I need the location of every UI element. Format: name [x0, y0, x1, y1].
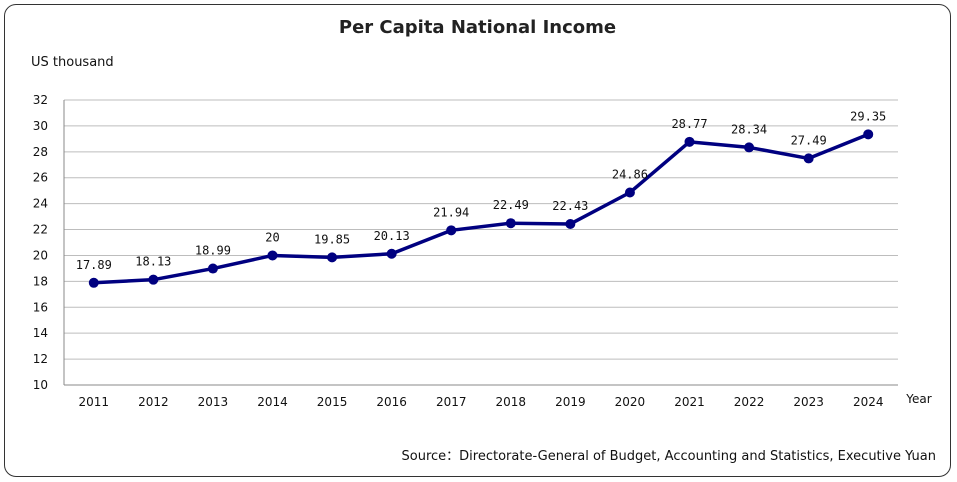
x-tick-label: 2024	[853, 395, 884, 409]
data-point	[803, 153, 814, 164]
data-label: 28.34	[731, 122, 767, 136]
y-tick-label: 16	[33, 300, 48, 314]
data-label: 27.49	[791, 133, 827, 147]
data-point	[446, 225, 457, 236]
x-tick-label: 2023	[793, 395, 824, 409]
y-tick-label: 22	[33, 223, 48, 237]
data-label: 20	[265, 230, 279, 244]
x-tick-label: 2013	[198, 395, 229, 409]
data-point	[267, 250, 278, 261]
y-tick-label: 12	[33, 352, 48, 366]
data-label: 19.85	[314, 232, 350, 246]
source-note: Source：Directorate-General of Budget, Ac…	[401, 449, 936, 464]
data-point	[88, 277, 99, 288]
y-axis-label: US thousand	[31, 55, 114, 70]
data-point	[863, 129, 874, 140]
x-tick-label: 2022	[734, 395, 765, 409]
data-point	[505, 218, 516, 229]
data-point	[565, 218, 576, 229]
y-tick-label: 24	[33, 197, 48, 211]
chart-frame: Per Capita National Income US thousand S…	[4, 4, 951, 477]
data-label: 28.77	[671, 117, 707, 131]
x-tick-label: 2012	[138, 395, 169, 409]
y-tick-label: 20	[33, 248, 48, 262]
data-label: 21.94	[433, 205, 469, 219]
x-tick-label: 2020	[615, 395, 646, 409]
x-tick-label: 2016	[376, 395, 407, 409]
y-tick-label: 26	[33, 171, 48, 185]
y-tick-label: 18	[33, 274, 48, 288]
chart-title: Per Capita National Income	[338, 17, 617, 38]
data-point	[327, 252, 338, 263]
data-label: 24.86	[612, 167, 648, 181]
y-tick-label: 10	[33, 378, 48, 392]
x-tick-label: 2014	[257, 395, 288, 409]
y-tick-label: 14	[33, 326, 48, 340]
data-point	[744, 142, 755, 153]
x-tick-label: 2011	[79, 395, 110, 409]
x-tick-label: 2019	[555, 395, 586, 409]
x-axis-label: Year	[905, 392, 931, 406]
data-point	[684, 136, 695, 147]
data-label: 22.49	[493, 198, 529, 212]
data-point	[207, 263, 218, 274]
data-label: 17.89	[76, 258, 112, 272]
series-line	[93, 132, 869, 285]
data-label: 29.35	[850, 109, 886, 123]
data-label: 20.13	[374, 229, 410, 243]
data-label: 18.99	[195, 244, 231, 258]
data-label: 22.43	[552, 199, 588, 213]
data-point	[624, 187, 635, 198]
x-tick-label: 2021	[674, 395, 705, 409]
y-tick-label: 30	[33, 119, 48, 133]
y-tick-label: 32	[33, 93, 48, 107]
data-point	[386, 248, 397, 259]
data-label: 18.13	[135, 255, 171, 269]
data-point	[148, 274, 159, 285]
y-tick-label: 28	[33, 145, 48, 159]
x-tick-label: 2018	[496, 395, 527, 409]
x-tick-label: 2015	[317, 395, 348, 409]
x-tick-label: 2017	[436, 395, 467, 409]
